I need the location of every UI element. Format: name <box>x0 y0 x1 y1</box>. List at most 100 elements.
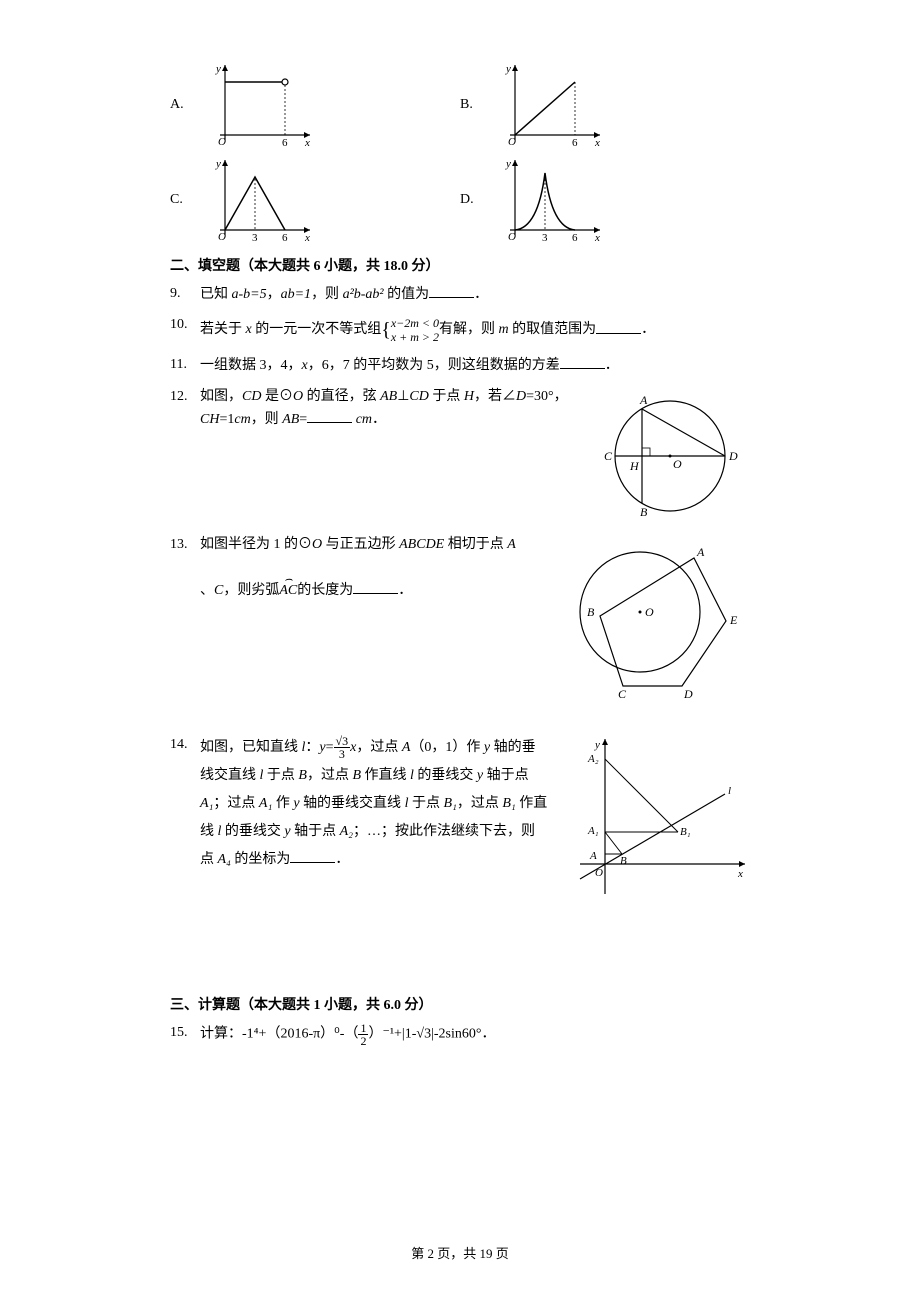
svg-text:y: y <box>505 158 511 170</box>
q9-body: 已知 a-b=5，ab=1，则 a²b-ab² 的值为． <box>200 283 750 306</box>
page-footer: 第 2 页，共 19 页 <box>0 1243 920 1262</box>
svg-text:B₁: B₁ <box>680 826 691 838</box>
svg-text:O: O <box>595 867 603 879</box>
q15-ta: 计算：-1⁴+（2016-π）⁰-（ <box>200 1027 358 1042</box>
q12-l2b: ，则 <box>251 412 283 427</box>
q12-blank <box>307 408 352 423</box>
q10-pre: 若关于 <box>200 323 246 338</box>
svg-text:A₂: A₂ <box>587 753 599 765</box>
svg-text:O: O <box>218 136 226 148</box>
q12-ab: AB <box>380 389 397 404</box>
q12-d: D <box>516 389 526 404</box>
q14-l3b: 作 <box>272 796 293 811</box>
q14-l1c: ，过点 <box>356 740 402 755</box>
brace-icon: { <box>381 319 391 341</box>
question-12: 12. 如图，CD 是⊙O 的直径，弦 AB⊥CD 于点 H，若∠D=30°， … <box>170 386 750 526</box>
svg-text:H: H <box>629 459 640 473</box>
q13-abcde: ABCDE <box>399 537 444 552</box>
q14-l2a: 线交直线 <box>200 768 260 783</box>
q14-l5b: 的坐标为 <box>231 852 291 867</box>
q14-l2e: 的垂线交 <box>414 768 477 783</box>
q10-num: 10. <box>170 314 200 346</box>
q12-l1b: 是⊙ <box>261 389 293 404</box>
q12-l1c: 的直径，弦 <box>303 389 380 404</box>
svg-text:6: 6 <box>282 137 288 149</box>
q14-b: B <box>298 768 307 783</box>
q12-cm2: cm <box>352 412 372 427</box>
option-d-label: D. <box>460 192 480 208</box>
svg-text:6: 6 <box>572 232 578 244</box>
svg-text:l: l <box>728 785 731 797</box>
q14-l1e: 轴的垂 <box>490 740 536 755</box>
q10-body: 若关于 x 的一元一次不等式组{x−2m < 0x + m > 2有解，则 m … <box>200 314 750 346</box>
q14-figure: O x y l A A₁ A₂ B B₁ <box>570 734 750 904</box>
q9-s2: ，则 <box>311 287 343 302</box>
question-14: 14. 如图，已知直线 l：y=√33x，过点 A（0，1）作 y 轴的垂 线交… <box>170 734 750 904</box>
svg-text:O: O <box>508 136 516 148</box>
option-a-label: A. <box>170 97 190 113</box>
svg-text:A: A <box>639 393 648 407</box>
graph-c: O x y 3 6 <box>205 155 315 245</box>
svg-text:3: 3 <box>542 232 548 244</box>
q12-figure: A B C D H O <box>590 386 750 526</box>
q12-text: 如图，CD 是⊙O 的直径，弦 AB⊥CD 于点 H，若∠D=30°， CH=1… <box>200 386 582 432</box>
q12-l1e: 于点 <box>429 389 464 404</box>
q11-blank <box>560 354 605 369</box>
svg-text:6: 6 <box>572 137 578 149</box>
question-10: 10. 若关于 x 的一元一次不等式组{x−2m < 0x + m > 2有解，… <box>170 314 750 346</box>
q10-m: m <box>499 323 509 338</box>
option-b-label: B. <box>460 97 480 113</box>
q14-l5a: 点 <box>200 852 218 867</box>
q10-sys2: x + m > 2 <box>391 330 439 344</box>
q14-l3d: 于点 <box>408 796 443 811</box>
svg-text:y: y <box>215 63 221 75</box>
svg-text:C: C <box>618 687 627 699</box>
q14-l3a: ；过点 <box>213 796 259 811</box>
q14-l2b: 于点 <box>263 768 298 783</box>
q14-l1a: 如图，已知直线 <box>200 740 302 755</box>
q13-blank <box>353 579 398 594</box>
q14-l1d: （0，1）作 <box>410 740 484 755</box>
q13-l2b: ，则劣弧 <box>223 583 279 598</box>
q9-end: ． <box>474 287 488 302</box>
q15-body: 计算：-1⁴+（2016-π）⁰-（12）⁻¹+|1-√3|-2sin60°． <box>200 1022 750 1047</box>
q14-l1b: ： <box>305 740 319 755</box>
graph-d: O x y 3 6 <box>495 155 605 245</box>
q12-cm1: cm <box>234 412 250 427</box>
q13-body: 如图半径为 1 的⊙O 与正五边形 ABCDE 相切于点 A 、C，则劣弧AC的… <box>200 534 750 699</box>
q9-pre: 已知 <box>200 287 232 302</box>
q13-l2a: 、 <box>200 583 214 598</box>
q14-body: 如图，已知直线 l：y=√33x，过点 A（0，1）作 y 轴的垂 线交直线 l… <box>200 734 750 904</box>
q13-c: C <box>214 583 223 598</box>
q12-l1g: =30°， <box>526 389 568 404</box>
q12-l1d: ⊥ <box>397 389 409 404</box>
svg-text:A: A <box>696 545 705 559</box>
q9-num: 9. <box>170 283 200 306</box>
q12-body: 如图，CD 是⊙O 的直径，弦 AB⊥CD 于点 H，若∠D=30°， CH=1… <box>200 386 750 526</box>
q10-end: ． <box>641 323 655 338</box>
q12-cd: CD <box>242 389 261 404</box>
graph-row-1: A. O x y 6 B. O <box>170 60 750 150</box>
q10-post: 的取值范围为 <box>509 323 597 338</box>
option-c: C. O x y 3 6 <box>170 155 460 245</box>
svg-text:6: 6 <box>282 232 288 244</box>
q13-l1b: 与正五边形 <box>322 537 399 552</box>
q14-l2d: 作直线 <box>361 768 410 783</box>
svg-text:O: O <box>673 457 682 471</box>
section-2-header: 二、填空题（本大题共 6 小题，共 18.0 分） <box>170 255 750 275</box>
svg-text:C: C <box>604 449 613 463</box>
option-a: A. O x y 6 <box>170 60 460 150</box>
q14-l2c: ，过点 <box>307 768 353 783</box>
svg-text:O: O <box>218 231 226 243</box>
option-d: D. O x y 3 6 <box>460 155 750 245</box>
q14-l3e: ，过点 <box>457 796 503 811</box>
q10-mid2: 有解，则 <box>439 323 499 338</box>
svg-text:B: B <box>620 855 627 867</box>
q12-l1f: ，若∠ <box>474 389 516 404</box>
question-13: 13. 如图半径为 1 的⊙O 与正五边形 ABCDE 相切于点 A 、C，则劣… <box>170 534 750 699</box>
svg-text:B: B <box>640 505 648 519</box>
q14-b1b: B₁ <box>502 796 515 811</box>
q14-blank <box>290 848 335 863</box>
svg-text:E: E <box>729 613 738 627</box>
svg-text:x: x <box>304 137 310 149</box>
